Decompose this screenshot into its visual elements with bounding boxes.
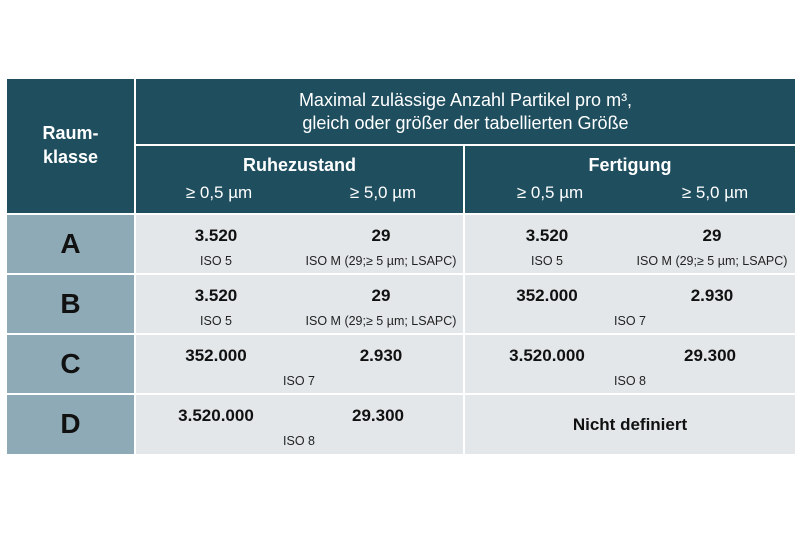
value-rest-50: 2.930 [359,346,403,365]
value-rest-50: 29.300 [352,406,404,425]
table-title-header: Maximal zulässige Anzahl Partikel pro m³… [136,79,795,144]
value-rest-05: 3.520 [194,286,238,305]
operation-label: Fertigung [588,155,672,175]
rest-cell-c: 352.000 2.930 ISO 7 [136,335,463,393]
operation-header: Fertigung ≥ 0,5 µm ≥ 5,0 µm [465,146,795,213]
op-cell-b: 352.000 2.930 ISO 7 [465,275,795,333]
room-class-header: Raum- klasse [7,79,134,213]
rest-state-header: Ruhezustand ≥ 0,5 µm ≥ 5,0 µm [136,146,463,213]
value-rest-50: 29 [371,226,391,245]
value-rest-05: 3.520.000 [178,406,254,425]
iso-rest-05: ISO 5 [200,314,232,328]
iso-rest-50: ISO M (29;≥ 5 µm; LSAPC) [305,254,457,268]
value-rest-05: 352.000 [185,346,247,365]
iso-op-05: ISO 5 [531,254,563,268]
value-rest-05: 3.520 [194,226,238,245]
room-class-header-line2: klasse [42,147,99,167]
value-rest-50: 29 [371,286,391,305]
rest-size-50-label: ≥ 5,0 µm [349,183,417,202]
op-cell-c: 3.520.000 29.300 ISO 8 [465,335,795,393]
iso-rest: ISO 7 [283,374,315,388]
op-size-05-label: ≥ 0,5 µm [516,183,584,202]
value-op-05: 352.000 [516,286,578,305]
op-cell-a: 3.520 29 ISO 5 ISO M (29;≥ 5 µm; LSAPC) [465,215,795,273]
iso-rest: ISO 8 [283,434,315,448]
value-op-50: 29 [702,226,722,245]
value-op-50: 2.930 [690,286,734,305]
class-label: B [60,288,81,319]
class-cell-a: A [7,215,134,273]
value-op-05: 3.520 [525,226,569,245]
table-title-line1: Maximal zulässige Anzahl Partikel pro m³… [298,90,633,110]
iso-rest-50: ISO M (29;≥ 5 µm; LSAPC) [305,314,457,328]
rest-cell-a: 3.520 29 ISO 5 ISO M (29;≥ 5 µm; LSAPC) [136,215,463,273]
table-title-line2: gleich oder größer der tabellierten Größ… [302,113,629,133]
room-class-header-line1: Raum- [42,123,99,143]
rest-size-05-label: ≥ 0,5 µm [185,183,253,202]
class-label: C [60,348,81,379]
class-label: A [60,228,81,259]
value-op-50: 29.300 [684,346,736,365]
class-cell-d: D [7,395,134,454]
iso-rest-05: ISO 5 [200,254,232,268]
iso-op-50: ISO M (29;≥ 5 µm; LSAPC) [636,254,788,268]
rest-cell-b: 3.520 29 ISO 5 ISO M (29;≥ 5 µm; LSAPC) [136,275,463,333]
op-cell-d: Nicht definiert [465,395,795,454]
rest-state-label: Ruhezustand [242,155,356,175]
value-op-05: 3.520.000 [509,346,585,365]
not-defined-text: Nicht definiert [572,415,688,434]
class-label: D [60,408,81,439]
rest-cell-d: 3.520.000 29.300 ISO 8 [136,395,463,454]
iso-op: ISO 8 [614,374,646,388]
op-size-50-label: ≥ 5,0 µm [681,183,749,202]
class-cell-b: B [7,275,134,333]
class-cell-c: C [7,335,134,393]
iso-op: ISO 7 [614,314,646,328]
